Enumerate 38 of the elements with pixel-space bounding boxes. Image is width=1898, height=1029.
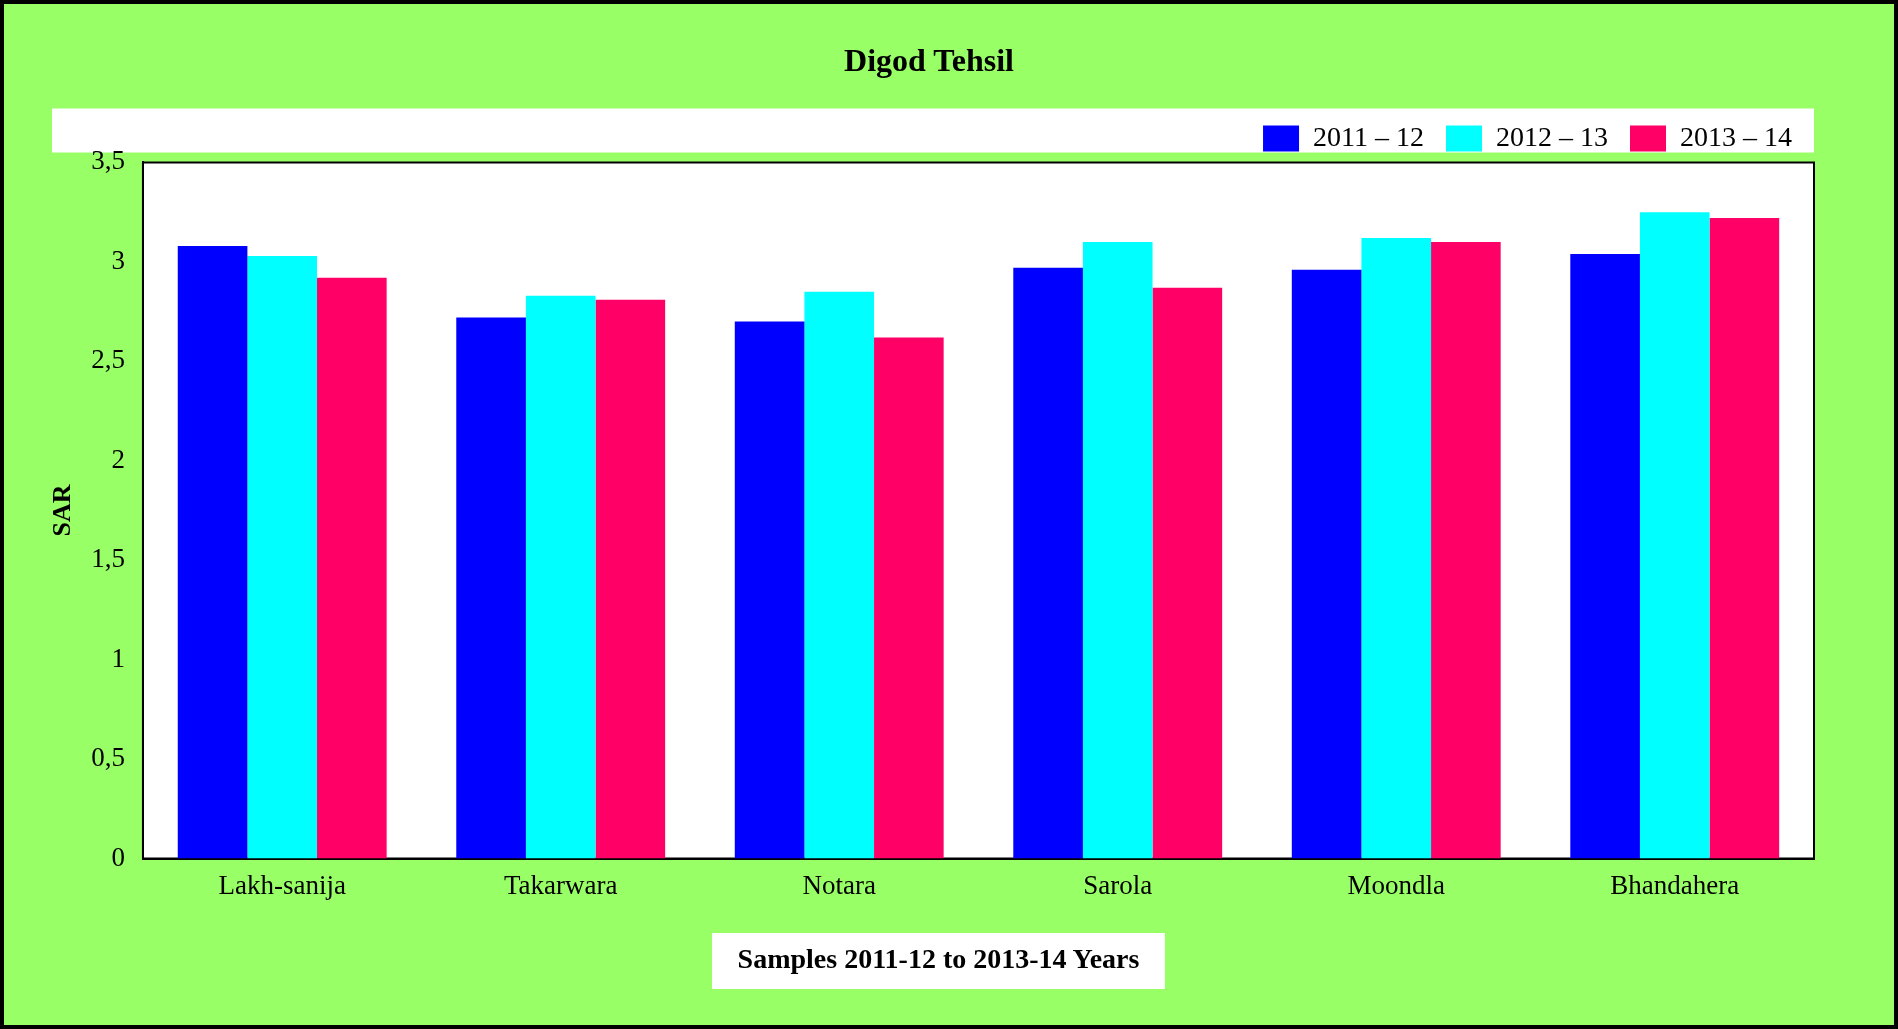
legend-label: 2011 – 12: [1313, 120, 1425, 152]
bar: [1431, 241, 1501, 859]
y-tick-label: 1: [111, 642, 125, 673]
x-tick-label: Bhandahera: [1610, 869, 1740, 900]
y-tick-label: 3: [111, 244, 125, 275]
bar: [1361, 237, 1432, 859]
y-tick-label: 2,5: [91, 344, 125, 375]
bar: [247, 255, 318, 859]
bar: [456, 317, 526, 859]
y-tick-label: 0: [111, 841, 125, 872]
bar: [874, 337, 944, 859]
bar: [1152, 287, 1223, 859]
x-axis-title: Samples 2011-12 to 2013-14 Years: [737, 943, 1140, 975]
x-tick-label: Notara: [802, 869, 876, 900]
bar: [1639, 212, 1710, 859]
bar: [1570, 253, 1640, 859]
bar: [1709, 218, 1780, 859]
y-tick-label: 3,5: [91, 145, 125, 176]
bar: [1013, 267, 1083, 859]
x-tick-label: Moondla: [1347, 869, 1445, 900]
chart-title: Digod Tehsil: [844, 42, 1015, 79]
x-tick-label: Lakh-sanija: [218, 869, 346, 900]
bar: [177, 245, 248, 859]
y-axis-title: SAR: [47, 484, 77, 537]
bar: [1082, 241, 1153, 859]
bar: [804, 291, 875, 859]
bar: [595, 299, 666, 859]
legend-label: 2013 – 14: [1680, 120, 1792, 152]
y-tick-label: 2: [111, 443, 125, 474]
bar: [317, 277, 387, 859]
bar: [734, 321, 805, 859]
bar: [525, 295, 596, 859]
x-tick-label: Sarola: [1083, 869, 1153, 900]
y-tick-label: 0,5: [91, 742, 125, 773]
bar: [1291, 269, 1362, 859]
legend-label: 2012 – 13: [1496, 120, 1608, 152]
y-tick-label: 1,5: [91, 543, 125, 574]
x-tick-label: Takarwara: [503, 869, 618, 900]
